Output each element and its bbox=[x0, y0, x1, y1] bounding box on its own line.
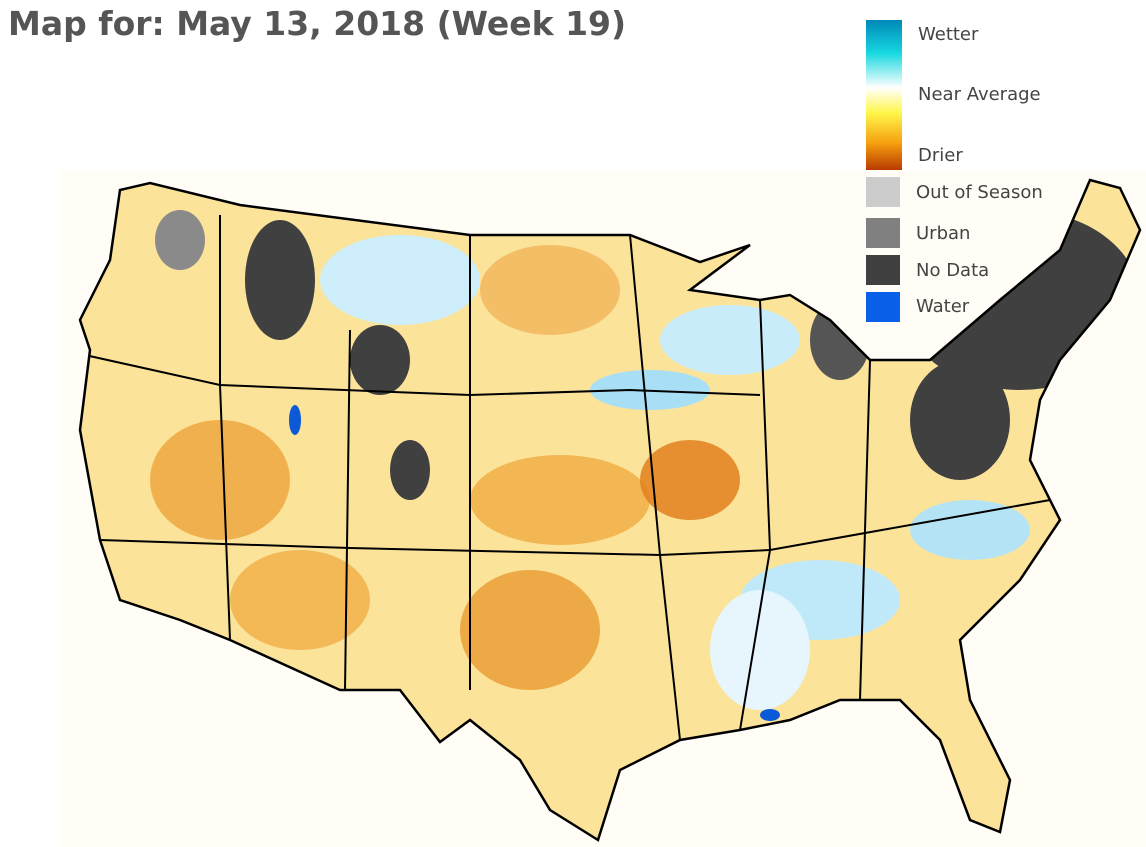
scale-label: Near Average bbox=[918, 84, 1041, 105]
state-borders bbox=[84, 215, 1051, 741]
scale-label: Wetter bbox=[918, 24, 979, 45]
legend-label: Urban bbox=[916, 223, 971, 244]
scale-label: Drier bbox=[918, 145, 963, 166]
legend-swatch bbox=[866, 292, 900, 322]
legend-swatch bbox=[866, 255, 900, 285]
legend-label: Water bbox=[916, 296, 970, 317]
legend-label: Out of Season bbox=[916, 182, 1043, 203]
legend-swatch bbox=[866, 177, 900, 207]
legend-label: No Data bbox=[916, 260, 990, 281]
color-scale bbox=[866, 20, 902, 170]
title: Map for: May 13, 2018 (Week 19) bbox=[8, 4, 627, 43]
legend-swatch bbox=[866, 218, 900, 248]
